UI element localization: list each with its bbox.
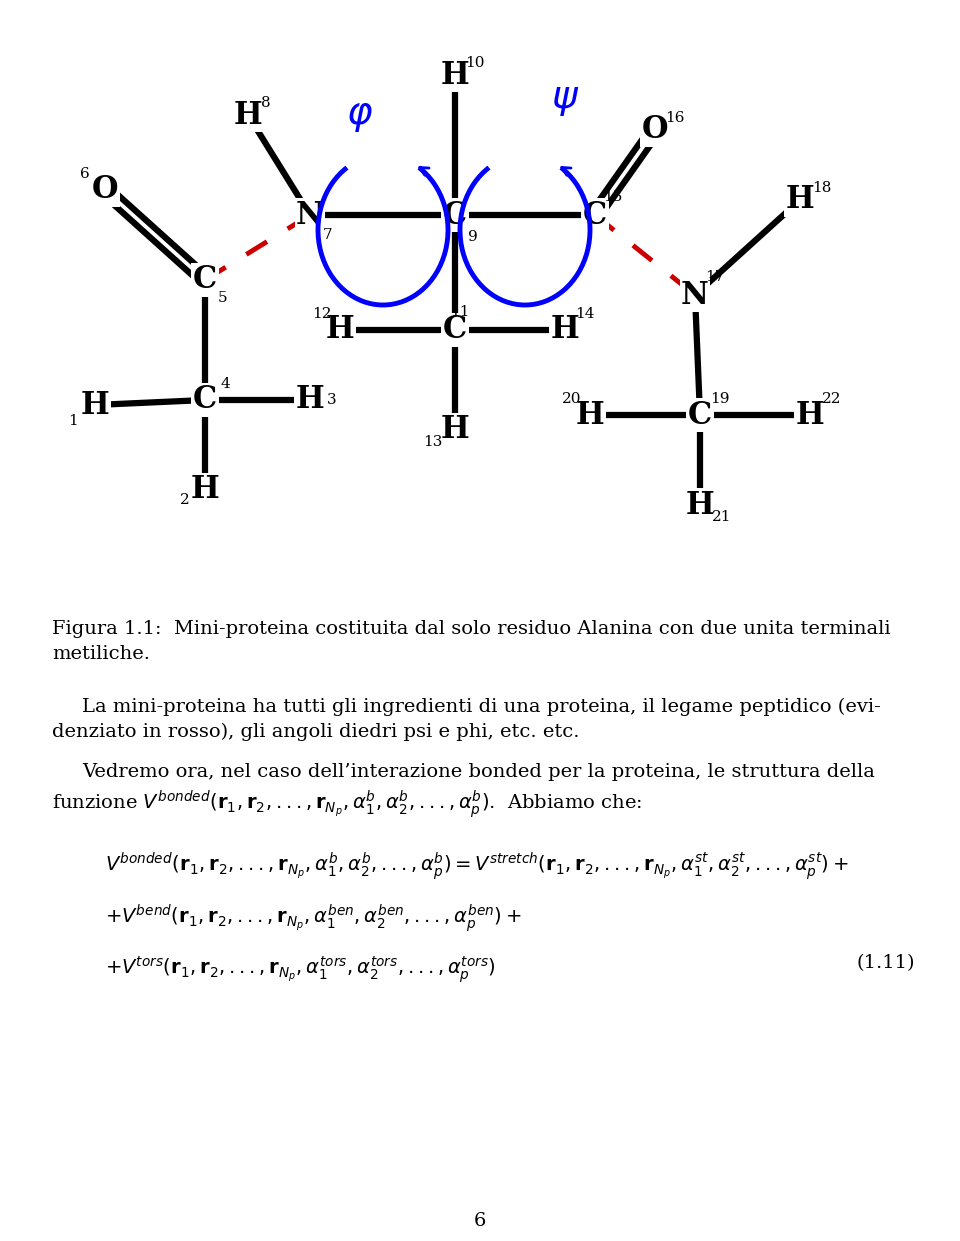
Text: 11: 11 <box>450 305 469 319</box>
Text: 2: 2 <box>180 493 190 508</box>
Text: C: C <box>443 314 468 345</box>
Text: 5: 5 <box>218 290 228 305</box>
Text: 15: 15 <box>603 190 623 204</box>
Text: N: N <box>296 200 324 231</box>
Text: H: H <box>325 314 354 345</box>
Text: 7: 7 <box>324 228 333 242</box>
Text: H: H <box>441 414 469 446</box>
Text: 17: 17 <box>706 271 725 284</box>
Text: 9: 9 <box>468 230 478 244</box>
Text: 20: 20 <box>563 392 582 406</box>
Text: Figura 1.1:  Mini-proteina costituita dal solo residuo Alanina con due unita ter: Figura 1.1: Mini-proteina costituita dal… <box>52 620 891 638</box>
Text: H: H <box>441 60 469 91</box>
Text: 19: 19 <box>710 392 730 406</box>
Text: 4: 4 <box>220 377 229 391</box>
Text: O: O <box>92 175 118 206</box>
Text: 6: 6 <box>474 1212 486 1230</box>
Text: H: H <box>81 390 109 421</box>
Text: C: C <box>688 400 712 431</box>
Text: C: C <box>583 200 607 231</box>
Text: 3: 3 <box>327 393 337 407</box>
Text: C: C <box>193 385 217 416</box>
Text: 14: 14 <box>575 307 595 321</box>
Text: H: H <box>233 99 262 130</box>
Text: (1.11): (1.11) <box>856 954 915 972</box>
Text: H: H <box>191 474 220 505</box>
Text: 8: 8 <box>261 96 271 110</box>
Text: $+V^{bend}(\mathbf{r}_1, \mathbf{r}_2, ..., \mathbf{r}_{N_p}, \alpha_1^{ben}, \a: $+V^{bend}(\mathbf{r}_1, \mathbf{r}_2, .… <box>105 902 521 934</box>
Text: 16: 16 <box>665 110 684 125</box>
Text: O: O <box>641 114 668 145</box>
Text: 12: 12 <box>312 307 332 321</box>
Text: 10: 10 <box>466 56 485 69</box>
Text: 21: 21 <box>712 510 732 524</box>
Text: H: H <box>551 314 580 345</box>
Text: metiliche.: metiliche. <box>52 645 150 663</box>
Text: H: H <box>685 489 714 520</box>
Text: denziato in rosso), gli angoli diedri psi e phi, etc. etc.: denziato in rosso), gli angoli diedri ps… <box>52 724 580 741</box>
Text: 6: 6 <box>80 168 90 181</box>
Text: La mini-proteina ha tutti gli ingredienti di una proteina, il legame peptidico (: La mini-proteina ha tutti gli ingredient… <box>82 697 880 716</box>
Text: C: C <box>443 200 468 231</box>
Text: C: C <box>193 264 217 295</box>
Text: H: H <box>785 185 814 216</box>
Text: N: N <box>681 279 708 310</box>
Text: 22: 22 <box>823 392 842 406</box>
Text: 13: 13 <box>423 436 443 449</box>
Text: Vedremo ora, nel caso dell’interazione bonded per la proteina, le struttura dell: Vedremo ora, nel caso dell’interazione b… <box>82 763 875 781</box>
Text: H: H <box>576 400 605 431</box>
Text: $+V^{tors}(\mathbf{r}_1, \mathbf{r}_2, ..., \mathbf{r}_{N_p}, \alpha_1^{tors}, \: $+V^{tors}(\mathbf{r}_1, \mathbf{r}_2, .… <box>105 954 495 984</box>
Text: $\varphi$: $\varphi$ <box>347 97 373 134</box>
Text: $V^{bonded}(\mathbf{r}_1, \mathbf{r}_2, ..., \mathbf{r}_{N_p}, \alpha_1^b, \alph: $V^{bonded}(\mathbf{r}_1, \mathbf{r}_2, … <box>105 850 849 882</box>
Text: $\psi$: $\psi$ <box>551 82 579 118</box>
Text: 1: 1 <box>68 414 78 428</box>
Text: H: H <box>796 400 825 431</box>
Text: funzione $V^{bonded}(\mathbf{r}_1, \mathbf{r}_2, ..., \mathbf{r}_{N_p}, \alpha_1: funzione $V^{bonded}(\mathbf{r}_1, \math… <box>52 788 642 820</box>
Text: H: H <box>296 385 324 416</box>
Text: 18: 18 <box>812 181 831 195</box>
